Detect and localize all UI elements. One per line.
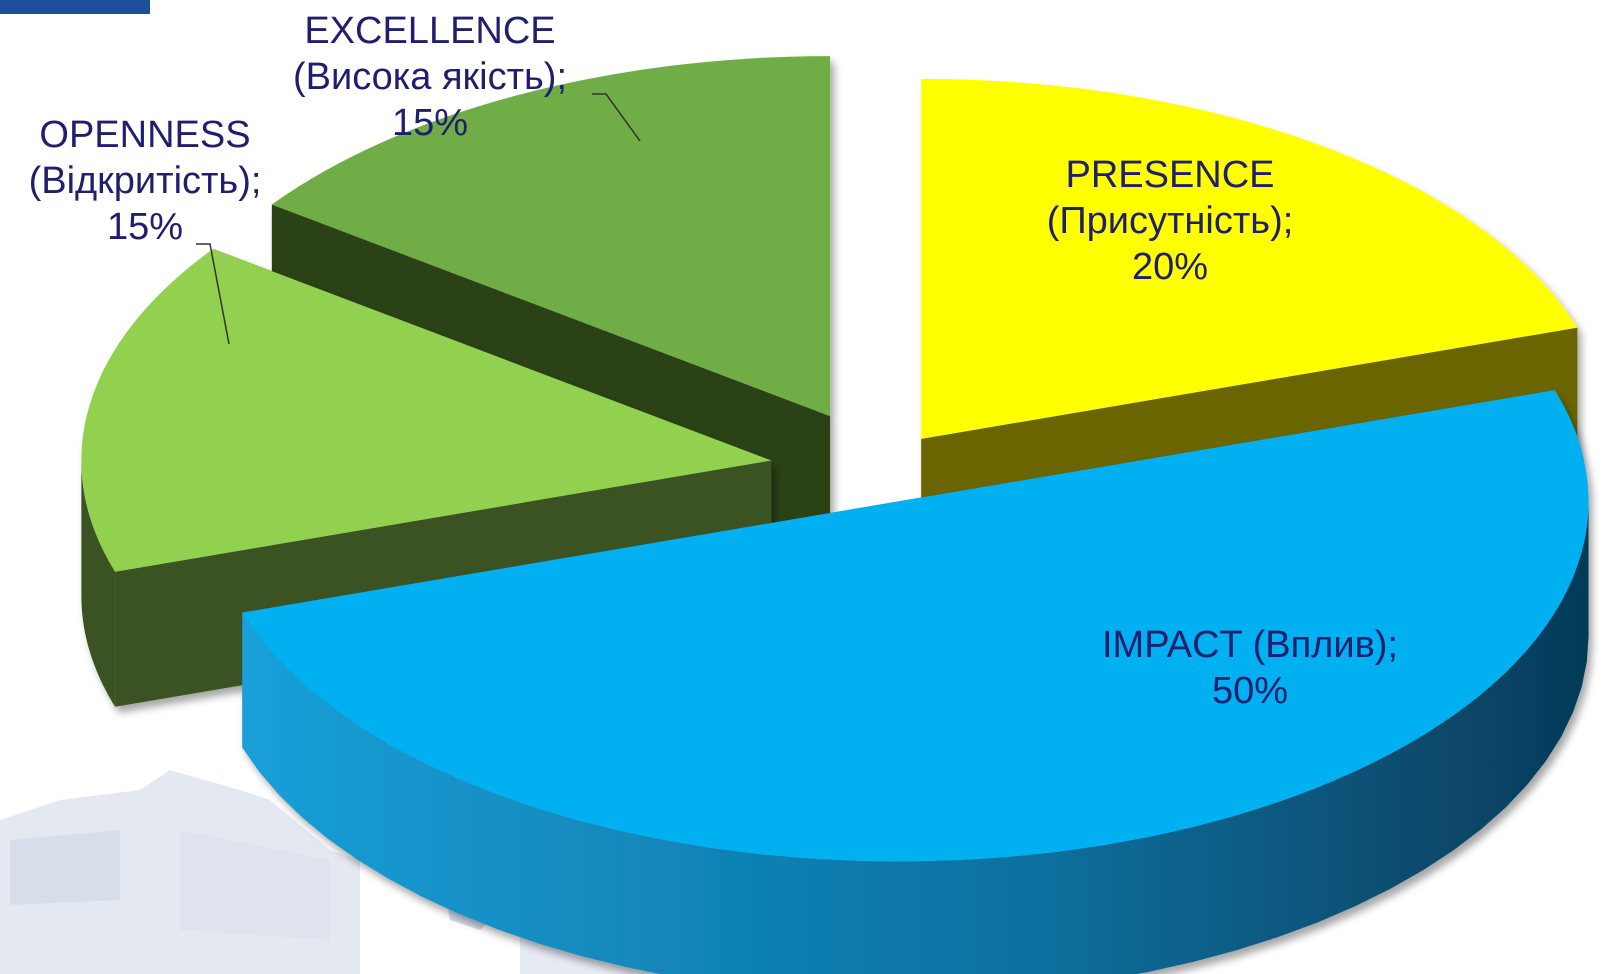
excellence-label: EXCELLENCE (Висока якість); 15% [265, 8, 595, 146]
excellence-label-name: EXCELLENCE [304, 10, 556, 52]
impact-label-name: IMPACT (Вплив); [1102, 624, 1398, 666]
impact-label-value: 50% [1211, 670, 1289, 712]
impact-label: IMPACT (Вплив); 50% [1060, 622, 1440, 714]
openness-leader-line [196, 243, 230, 345]
pie-slices [81, 56, 1589, 974]
presence-label: PRESENCE (Присутність); 20% [1010, 152, 1330, 290]
excellence-leader-line [592, 93, 641, 142]
excellence-label-value: 15% [391, 102, 469, 144]
excellence-top [271, 56, 831, 417]
presence-label-local: (Присутність); [1046, 200, 1294, 242]
openness-label: OPENNESS (Відкритість); 15% [0, 112, 290, 250]
openness-label-local: (Відкритість); [28, 160, 262, 202]
presence-label-value: 20% [1131, 246, 1209, 288]
impact-slice [242, 390, 1589, 974]
openness-label-value: 15% [106, 206, 184, 248]
openness-top [81, 248, 772, 572]
impact-top [242, 390, 1589, 862]
openness-outer-side [81, 460, 116, 707]
presence-label-name: PRESENCE [1065, 154, 1275, 196]
presence-top [921, 78, 1578, 439]
excellence-label-local: (Висока якість); [293, 56, 567, 98]
corner-block [0, 0, 150, 14]
impact-outer-side [242, 501, 1589, 974]
openness-label-name: OPENNESS [39, 114, 251, 156]
